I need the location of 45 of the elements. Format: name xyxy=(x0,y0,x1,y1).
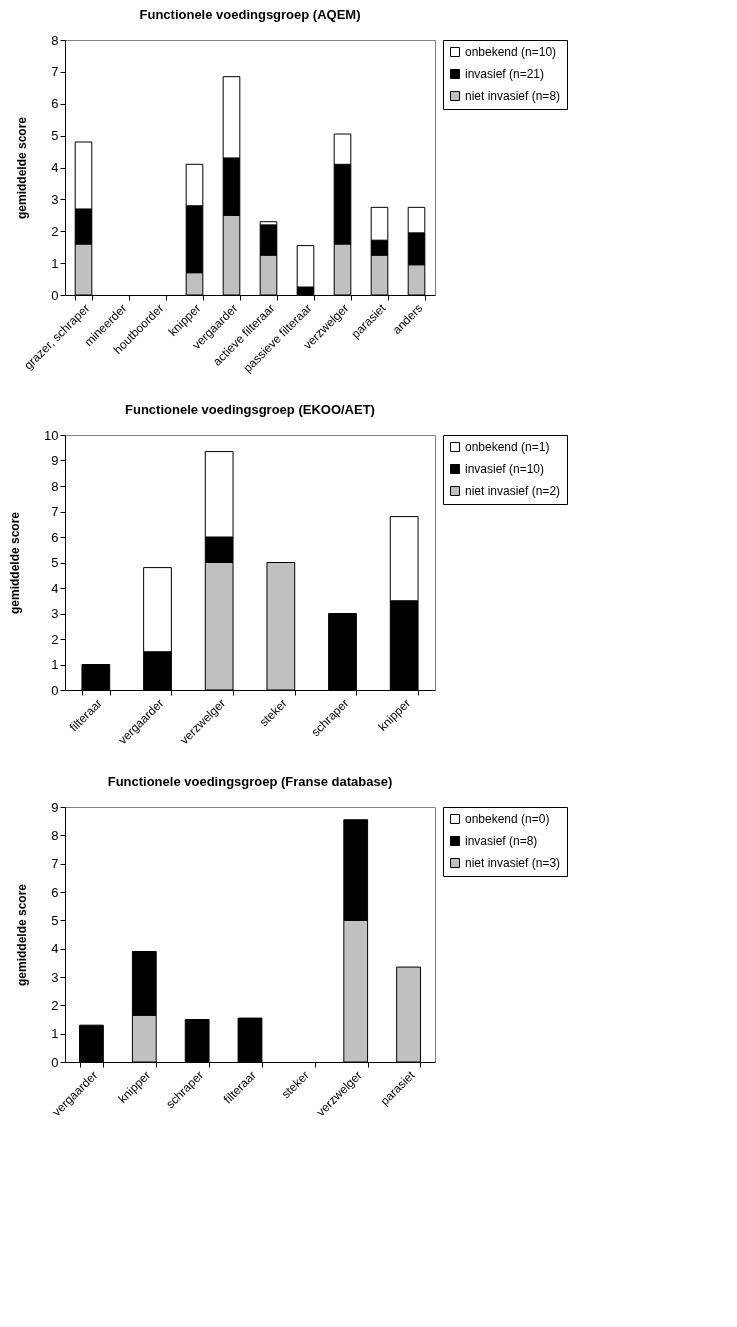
y-tick-label: 2 xyxy=(51,223,59,239)
y-tick-label: 5 xyxy=(51,128,59,144)
y-tick-label: 5 xyxy=(51,555,59,570)
y-tick-label: 6 xyxy=(51,529,59,545)
y-tick-label: 10 xyxy=(44,427,59,443)
y-tick-label: 5 xyxy=(51,912,59,928)
y-tick-label: 2 xyxy=(51,997,59,1013)
y-tick-label: 9 xyxy=(51,799,59,815)
y-tick-label: 6 xyxy=(51,96,59,112)
y-tick-label: 4 xyxy=(51,160,59,175)
legend-label: invasief (n=10) xyxy=(465,462,545,476)
y-tick-label: 7 xyxy=(51,504,59,519)
y-tick-label: 3 xyxy=(51,606,59,621)
legend-label: onbekend (n=0) xyxy=(465,812,550,826)
y-tick-label: 0 xyxy=(51,287,59,303)
y-tick-label: 3 xyxy=(51,191,59,207)
y-tick-label: 7 xyxy=(51,64,59,80)
y-tick-label: 1 xyxy=(51,1026,59,1042)
y-axis-title: gemiddelde score xyxy=(15,883,30,987)
y-tick-label: 4 xyxy=(51,941,59,957)
legend-label: niet invasief (n=8) xyxy=(465,89,561,103)
y-tick-label: 9 xyxy=(51,453,59,468)
y-tick-label: 1 xyxy=(51,657,59,672)
legend-label: niet invasief (n=3) xyxy=(465,856,561,870)
y-tick-label: 3 xyxy=(51,969,59,985)
y-tick-label: 2 xyxy=(51,631,59,647)
y-axis-title: gemiddelde score xyxy=(15,116,30,220)
chart-title: Functionele voedingsgroep (AQEM) xyxy=(139,7,361,22)
y-tick-label: 7 xyxy=(51,856,59,872)
y-tick-label: 0 xyxy=(51,1054,59,1070)
chart-title: Functionele voedingsgroep (Franse database) xyxy=(107,774,393,789)
y-tick-label: 0 xyxy=(51,682,59,698)
legend-label: onbekend (n=1) xyxy=(465,440,550,454)
y-tick-label: 1 xyxy=(51,255,59,271)
legend-label: niet invasief (n=2) xyxy=(465,484,561,498)
y-tick-label: 8 xyxy=(51,478,59,494)
legend-label: onbekend (n=10) xyxy=(465,45,557,59)
y-tick-label: 8 xyxy=(51,32,59,48)
legend-label: invasief (n=21) xyxy=(465,67,545,81)
y-tick-label: 6 xyxy=(51,884,59,900)
legend-label: invasief (n=8) xyxy=(465,834,538,848)
y-tick-label: 8 xyxy=(51,827,59,843)
y-axis-title: gemiddelde score xyxy=(8,511,23,615)
y-tick-label: 4 xyxy=(51,580,59,596)
chart-title: Functionele voedingsgroep (EKOO/AET) xyxy=(125,402,375,417)
